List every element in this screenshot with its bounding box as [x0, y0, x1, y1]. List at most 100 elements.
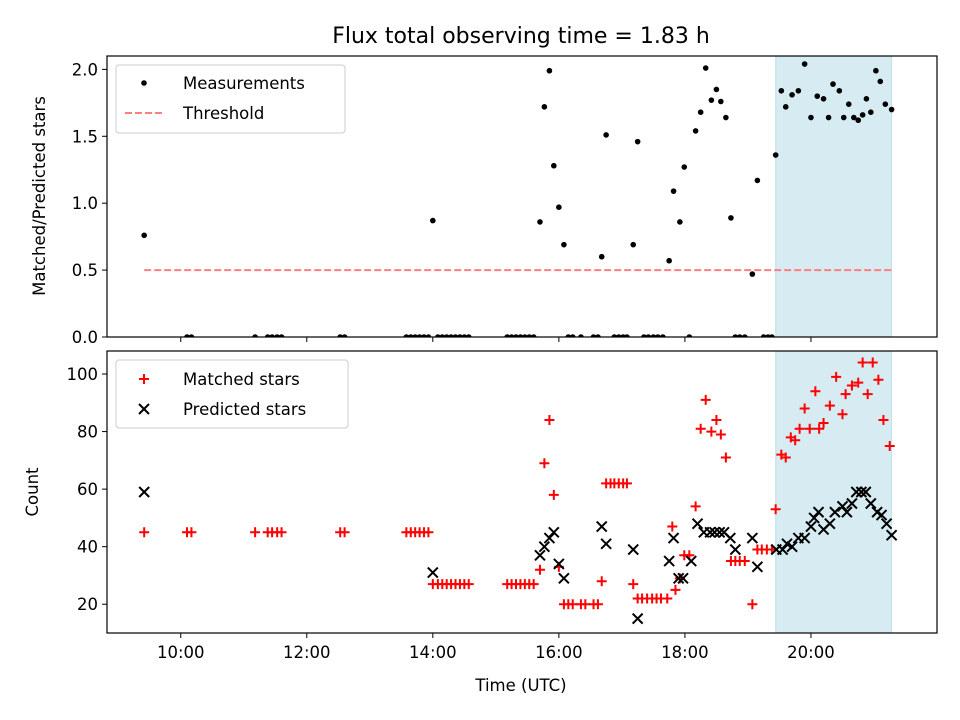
bottom-y-tick-label: 40 — [77, 538, 98, 557]
measurements-point — [274, 334, 280, 337]
legend-matched-label: Matched stars — [183, 370, 300, 389]
legend-threshold-label: Threshold — [182, 104, 264, 123]
measurements-point — [708, 97, 715, 103]
predicted-stars-point — [663, 555, 675, 567]
measurements-point — [269, 334, 275, 337]
measurements-point — [403, 334, 410, 337]
predicted-stars-point — [708, 526, 721, 538]
measurements-point — [723, 114, 729, 121]
matched-stars-point — [706, 426, 717, 437]
measurements-point — [789, 92, 795, 98]
measurements-point — [526, 334, 533, 337]
matched-stars-point — [867, 357, 878, 368]
matched-stars-point — [596, 576, 607, 587]
predicted-stars-point — [685, 555, 697, 567]
measurements-point — [457, 334, 463, 337]
bottom-y-tick-label: 80 — [77, 423, 98, 442]
measurements-point — [513, 334, 519, 337]
matched-stars-point — [548, 489, 559, 500]
measurements-point — [686, 334, 693, 337]
measurements-point — [677, 219, 683, 225]
predicted-stars-point — [880, 517, 893, 530]
top-legend-box — [115, 64, 346, 134]
top-axes-frame — [106, 55, 938, 338]
predicted-stars-point — [667, 532, 680, 544]
measurements-point — [561, 241, 567, 248]
top-highlight-span — [775, 55, 893, 338]
matched-stars-point — [873, 374, 884, 385]
measurements-point — [188, 334, 195, 337]
measurements-point — [598, 253, 605, 260]
predicted-stars-point — [798, 532, 811, 544]
matched-stars-point — [592, 599, 603, 610]
measurements-point — [736, 334, 743, 337]
matched-stars-point — [544, 415, 555, 426]
bottom-x-tick-label: 14:00 — [409, 643, 457, 662]
predicted-stars-point — [596, 520, 608, 533]
measurements-point — [666, 257, 672, 264]
measurements-point — [537, 219, 543, 225]
matched-stars-point — [837, 409, 848, 420]
measurements-point — [855, 117, 862, 124]
matched-stars-point — [276, 527, 287, 538]
measurements-point — [504, 334, 510, 337]
matched-stars-point — [711, 415, 722, 426]
measurements-point — [565, 334, 572, 337]
matched-stars-point — [534, 564, 545, 575]
matched-stars-point — [250, 527, 261, 538]
measurements-point — [801, 61, 808, 67]
predicted-stars-point — [558, 572, 570, 585]
measurements-point — [741, 334, 748, 337]
predicted-stars-point — [860, 486, 872, 498]
matched-stars-point — [814, 423, 825, 434]
top-legend: Measurements Threshold — [115, 64, 346, 134]
matched-stars-point — [621, 478, 632, 489]
measurements-point — [425, 334, 432, 337]
matched-stars-point — [720, 452, 731, 463]
measurements-point — [670, 188, 677, 194]
predicted-stars-point — [704, 526, 716, 538]
measurements-point — [845, 101, 852, 107]
matched-stars-point — [339, 527, 350, 538]
measurements-point — [728, 215, 734, 221]
predicted-stars-point — [713, 526, 726, 538]
measurements-point — [264, 334, 271, 337]
bottom-x-tick-label: 16:00 — [535, 643, 583, 662]
predicted-stars-point — [850, 486, 863, 498]
measurements-point — [337, 334, 343, 337]
bottom-data-layer — [138, 357, 898, 625]
predicted-stars-point — [138, 486, 150, 498]
measurements-point — [624, 334, 630, 337]
matched-stars-point — [824, 400, 835, 411]
predicted-stars-point — [729, 543, 742, 556]
measurements-point — [655, 334, 661, 337]
predicted-stars-point — [627, 543, 639, 556]
measurements-point — [611, 334, 618, 337]
measurements-point — [278, 334, 285, 337]
bottom-y-tick-label: 60 — [77, 480, 98, 499]
matched-stars-point — [818, 417, 829, 428]
matched-stars-point — [804, 423, 815, 434]
measurements-point — [873, 67, 879, 74]
measurements-point — [465, 334, 472, 337]
measurements-point — [769, 334, 775, 337]
matched-stars-point — [667, 521, 678, 532]
predicted-stars-point — [548, 526, 560, 538]
bottom-highlight-span — [775, 350, 893, 634]
predicted-stars-point — [724, 532, 736, 544]
measurements-point — [603, 132, 609, 138]
top-y-tick-label: 0.5 — [72, 261, 98, 280]
measurements-point — [859, 112, 866, 118]
matched-stars-point — [770, 504, 781, 515]
legend-measurements-marker — [141, 80, 147, 86]
measurements-point — [820, 96, 827, 102]
predicted-stars-point — [631, 612, 644, 625]
legend-predicted-marker — [138, 403, 150, 415]
predicted-stars-point — [865, 497, 877, 510]
bottom-panel: 20 40 60 80 100 10:00 12:00 14:00 16:00 18:00 20:0… — [67, 350, 938, 662]
bottom-x-tick-label: 18:00 — [661, 643, 709, 662]
matched-stars-point — [799, 403, 810, 414]
measurements-point — [443, 334, 450, 337]
bottom-legend-box — [115, 359, 349, 429]
matched-stars-point — [747, 599, 758, 610]
